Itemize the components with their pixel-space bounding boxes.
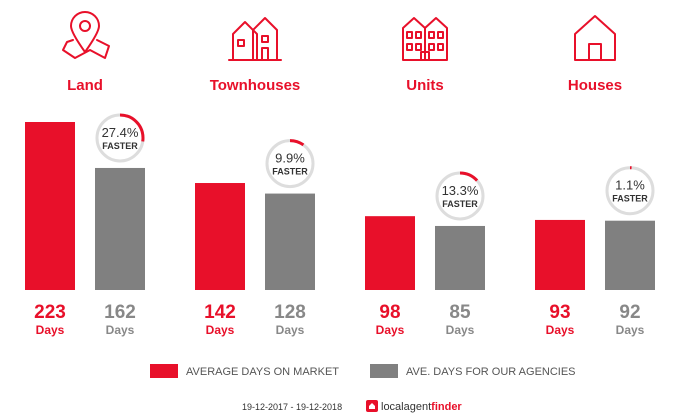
date-range: 19-12-2017 - 19-12-2018 [242,402,342,412]
brand-logo: localagentfinder [366,400,462,413]
brand-local: localagent [381,401,431,413]
category-label: Townhouses [210,77,301,94]
days-label: Days [206,323,235,337]
faster-percent: 1.1% [615,178,645,193]
faster-badge: 1.1%FASTER [605,166,655,216]
days-label: Days [616,323,645,337]
faster-percent: 13.3% [442,183,479,198]
badge-progress-arc [265,139,315,189]
bars [25,122,655,290]
faster-word: FASTER [102,141,138,151]
legend-swatch-agencies [370,364,398,378]
faster-percent: 9.9% [275,151,305,166]
bar-agency-days [95,167,145,290]
days-label: Days [106,323,135,337]
category-label: Units [406,77,444,94]
faster-word: FASTER [272,167,308,177]
badge-progress-arc [605,166,655,216]
townhouse-icon [228,17,282,61]
bar-agency-days [605,220,655,290]
category-icons [62,11,616,61]
badge-progress-arc [435,171,485,221]
map-pin-icon [62,11,110,59]
category-labels: Land Townhouses Units Houses [67,77,622,94]
value-agency-days: 85 [449,302,471,323]
days-label: Days [546,323,575,337]
faster-badge: 13.3%FASTER [435,171,485,221]
days-label: Days [276,323,305,337]
value-agency-days: 92 [619,302,640,323]
faster-word: FASTER [612,194,648,204]
house-icon [574,15,616,61]
value-labels: 223Days162Days142Days128Days98Days85Days… [34,302,645,337]
bar-average-days [535,219,585,290]
value-average-days: 223 [34,302,66,323]
category-label: Houses [568,77,622,94]
bar-average-days [365,216,415,290]
category-label: Land [67,77,103,94]
footer: 19-12-2017 - 19-12-2018 localagentfinder [242,400,462,413]
faster-word: FASTER [442,199,478,209]
legend-swatch-average [150,364,178,378]
bar-agency-days [435,225,485,290]
value-average-days: 93 [549,302,570,323]
value-average-days: 98 [379,302,400,323]
brand-finder: finder [431,401,462,413]
legend: AVERAGE DAYS ON MARKET AVE. DAYS FOR OUR… [150,364,576,378]
svg-text:localagentfinder: localagentfinder [381,401,462,413]
faster-badge: 9.9%FASTER [265,139,315,189]
bar-average-days [25,122,75,290]
days-label: Days [36,323,65,337]
bar-agency-days [265,193,315,290]
value-agency-days: 162 [104,302,136,323]
units-building-icon [402,17,448,61]
legend-label-average: AVERAGE DAYS ON MARKET [186,366,339,378]
badge-progress-arc [95,113,145,163]
days-label: Days [376,323,405,337]
faster-badges: 27.4%FASTER9.9%FASTER13.3%FASTER1.1%FAST… [95,113,655,221]
faster-percent: 27.4% [102,125,139,140]
bar-average-days [195,183,245,290]
faster-badge: 27.4%FASTER [95,113,145,163]
value-average-days: 142 [204,302,236,323]
value-agency-days: 128 [274,302,306,323]
days-label: Days [446,323,475,337]
legend-label-agencies: AVE. DAYS FOR OUR AGENCIES [406,366,576,378]
